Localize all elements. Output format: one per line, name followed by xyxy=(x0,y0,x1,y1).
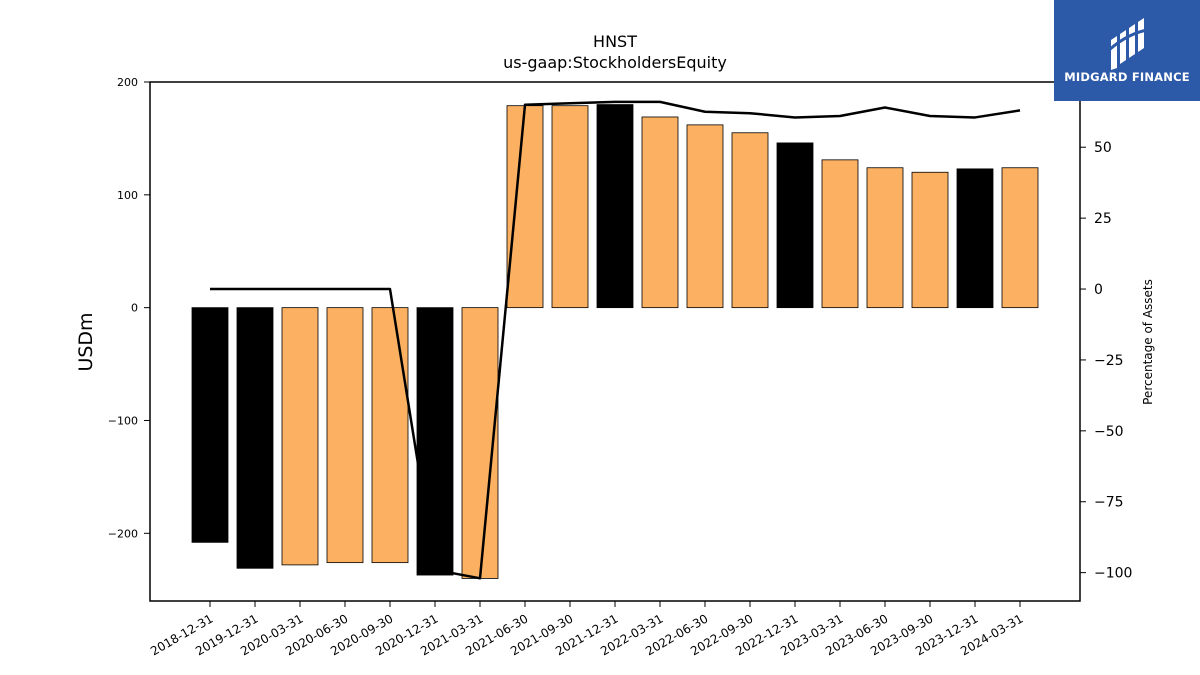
bar-2023-09-30 xyxy=(911,171,949,309)
bar-2020-03-31 xyxy=(281,307,319,566)
chart-title: HNST xyxy=(593,32,637,51)
bar-2023-06-30 xyxy=(866,167,904,309)
bar-2021-06-30 xyxy=(506,105,544,309)
y2-tick-label: −75 xyxy=(1094,495,1124,511)
bar-2022-06-30 xyxy=(686,124,724,309)
y2-tick-label: 25 xyxy=(1094,211,1112,227)
bar-2023-03-31 xyxy=(821,159,859,309)
y2-tick-label: −100 xyxy=(1094,566,1132,582)
y-tick-label: 100 xyxy=(117,189,138,202)
bar-2021-09-30 xyxy=(551,105,589,309)
bar-2020-12-31 xyxy=(416,307,454,576)
y-tick-label: −100 xyxy=(108,414,138,427)
line-group xyxy=(210,100,1021,580)
y2-axis: 50 25 0 −25 −50 −75 −100 xyxy=(1080,140,1132,582)
y-axis-label: USDm xyxy=(75,312,97,371)
bar-2020-06-30 xyxy=(326,307,364,564)
bar-2023-12-31 xyxy=(956,168,994,309)
y-tick-label: −200 xyxy=(108,527,138,540)
y2-tick-label: 50 xyxy=(1094,140,1112,156)
bar-2019-12-31 xyxy=(236,307,274,569)
x-axis: 2018-12-312019-12-312020-03-312020-06-30… xyxy=(148,601,1026,658)
y-axis: 200 100 0 −100 −200 xyxy=(108,76,150,540)
y-tick-label: 200 xyxy=(117,76,138,89)
bar-2024-03-31 xyxy=(1001,167,1039,309)
y2-tick-label: −50 xyxy=(1094,424,1124,440)
y-tick-label: 0 xyxy=(131,302,138,315)
y2-tick-label: 0 xyxy=(1094,282,1103,298)
bar-2021-12-31 xyxy=(596,104,634,309)
percentage-line xyxy=(210,100,1021,580)
bar-2022-09-30 xyxy=(731,132,769,309)
logo-text: MIDGARD FINANCE xyxy=(1064,70,1190,84)
bar-2020-09-30 xyxy=(371,307,409,564)
brand-logo: MIDGARD FINANCE xyxy=(1054,0,1200,101)
bars-group xyxy=(191,104,1039,579)
chart-subtitle: us-gaap:StockholdersEquity xyxy=(503,53,727,72)
y2-tick-label: −25 xyxy=(1094,353,1124,369)
bar-2022-12-31 xyxy=(776,142,814,309)
bar-2018-12-31 xyxy=(191,307,229,543)
y2-axis-label: Percentage of Assets xyxy=(1141,279,1155,405)
midgard-logo-icon xyxy=(1108,18,1148,70)
bar-2022-03-31 xyxy=(641,116,679,309)
